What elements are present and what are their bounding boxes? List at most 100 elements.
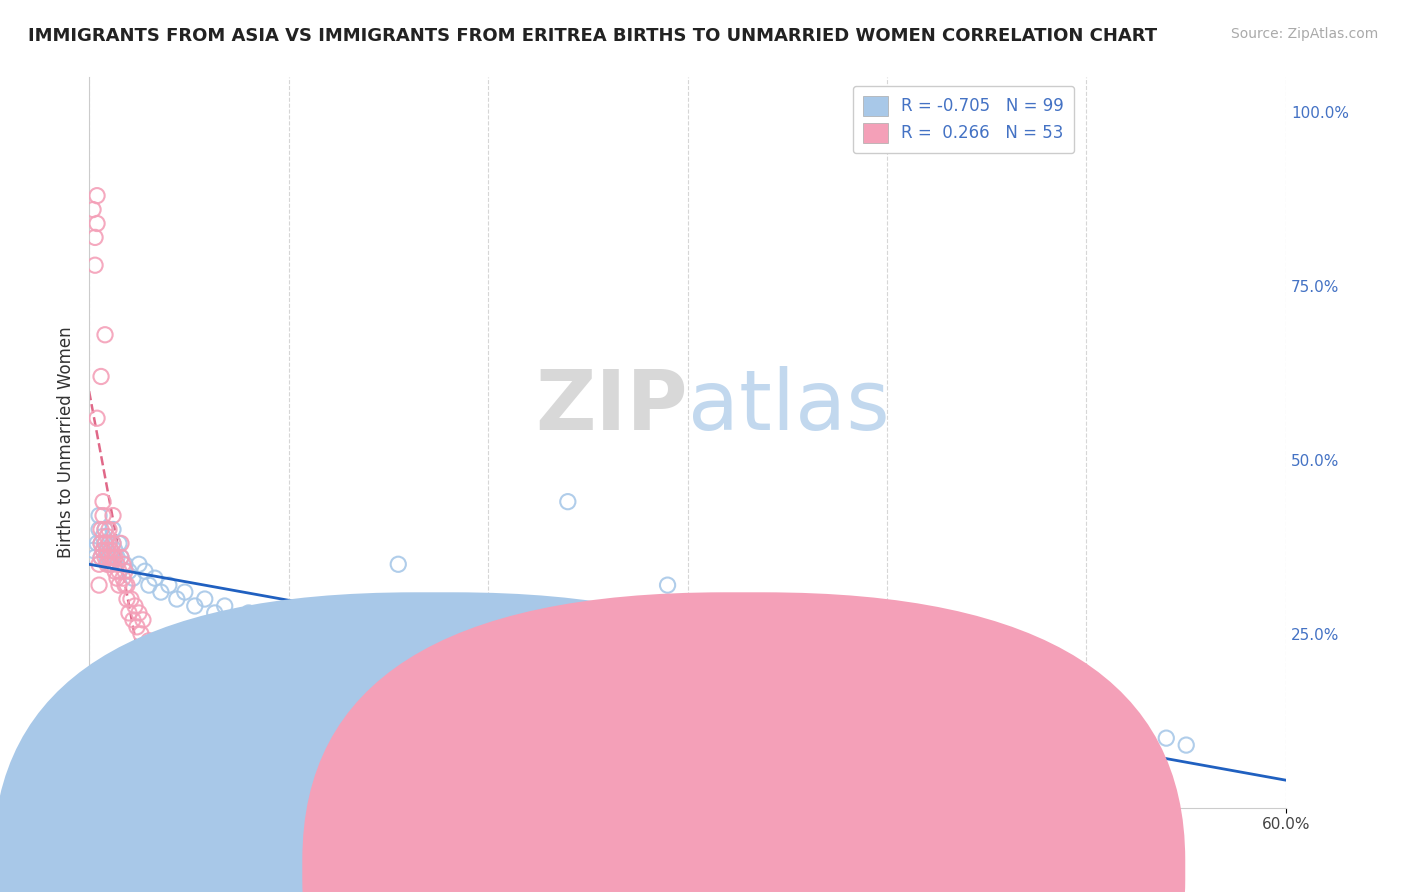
Point xyxy=(120,592,142,607)
Point xyxy=(86,536,108,550)
Point xyxy=(676,690,699,704)
Point xyxy=(225,613,247,627)
Point xyxy=(101,508,124,523)
Point xyxy=(825,668,848,682)
Point xyxy=(1035,717,1057,731)
Point xyxy=(100,543,122,558)
Point xyxy=(105,550,128,565)
Point xyxy=(91,529,114,543)
Point xyxy=(86,188,108,202)
Point xyxy=(173,585,195,599)
Point xyxy=(134,564,156,578)
Point xyxy=(596,682,619,697)
Point xyxy=(101,550,124,565)
Text: atlas: atlas xyxy=(688,366,889,447)
Point xyxy=(129,627,152,641)
Point xyxy=(557,668,579,682)
Point xyxy=(108,564,131,578)
Point xyxy=(90,536,112,550)
Point xyxy=(98,523,121,537)
Point xyxy=(467,613,489,627)
Point xyxy=(101,536,124,550)
Point xyxy=(108,536,131,550)
Point xyxy=(477,668,499,682)
Point xyxy=(125,620,148,634)
Point xyxy=(796,703,818,717)
Point xyxy=(657,578,679,592)
Point xyxy=(657,682,679,697)
Point xyxy=(321,627,343,641)
Point xyxy=(114,558,136,572)
Point xyxy=(114,564,136,578)
Point xyxy=(576,675,599,690)
Point xyxy=(90,369,112,384)
Point xyxy=(915,710,938,724)
Point xyxy=(437,662,460,676)
Point xyxy=(91,543,114,558)
Point xyxy=(1154,731,1177,746)
Point xyxy=(149,585,172,599)
Point xyxy=(115,592,138,607)
Point xyxy=(896,703,918,717)
Point xyxy=(143,571,166,585)
Point xyxy=(537,675,560,690)
Point xyxy=(1056,724,1078,739)
Point xyxy=(686,662,709,676)
Point xyxy=(1015,724,1038,739)
Point xyxy=(84,258,107,272)
Point xyxy=(98,536,121,550)
Point xyxy=(856,710,879,724)
Point xyxy=(94,536,117,550)
Text: Source: ZipAtlas.com: Source: ZipAtlas.com xyxy=(1230,27,1378,41)
Point xyxy=(277,627,299,641)
Point xyxy=(98,558,121,572)
Point xyxy=(90,536,112,550)
Point xyxy=(1175,738,1198,752)
Point xyxy=(87,508,110,523)
Point xyxy=(815,710,838,724)
Text: Immigrants from Asia: Immigrants from Asia xyxy=(464,863,644,881)
Point xyxy=(82,202,104,217)
Point xyxy=(110,550,132,565)
Point xyxy=(404,655,426,669)
Point xyxy=(420,648,443,662)
Point xyxy=(387,558,409,572)
Point xyxy=(616,675,638,690)
Point xyxy=(353,633,375,648)
Point xyxy=(756,620,779,634)
Point xyxy=(387,640,409,655)
Point xyxy=(935,703,957,717)
Point xyxy=(86,411,108,425)
Point xyxy=(94,536,117,550)
Point xyxy=(1135,738,1157,752)
Point xyxy=(294,620,316,634)
Point xyxy=(166,592,188,607)
Point xyxy=(308,633,330,648)
Point xyxy=(835,703,858,717)
Point xyxy=(122,613,145,627)
Point xyxy=(124,599,146,613)
Point xyxy=(956,717,979,731)
Point xyxy=(101,536,124,550)
Point xyxy=(976,710,998,724)
Point xyxy=(132,613,155,627)
Point xyxy=(100,543,122,558)
Point xyxy=(115,578,138,592)
Point xyxy=(111,558,134,572)
Point xyxy=(114,578,136,592)
Point xyxy=(557,494,579,508)
Point xyxy=(96,543,118,558)
Point xyxy=(214,599,236,613)
Point xyxy=(104,550,127,565)
Point xyxy=(96,550,118,565)
Point xyxy=(1076,731,1098,746)
Point xyxy=(118,606,141,620)
Point xyxy=(1095,724,1118,739)
Legend: R = -0.705   N = 99, R =  0.266   N = 53: R = -0.705 N = 99, R = 0.266 N = 53 xyxy=(853,86,1074,153)
Point xyxy=(516,668,538,682)
Point xyxy=(138,633,160,648)
Point xyxy=(91,494,114,508)
Point xyxy=(100,550,122,565)
Point xyxy=(87,558,110,572)
Point xyxy=(496,662,519,676)
